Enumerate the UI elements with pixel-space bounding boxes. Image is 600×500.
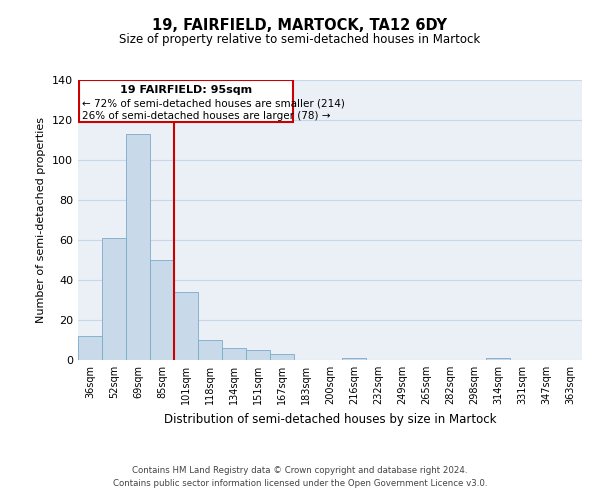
Bar xyxy=(174,292,198,360)
Bar xyxy=(126,134,150,360)
Bar xyxy=(102,238,126,360)
FancyBboxPatch shape xyxy=(79,80,293,122)
Text: ← 72% of semi-detached houses are smaller (214): ← 72% of semi-detached houses are smalle… xyxy=(82,98,344,108)
Text: 19, FAIRFIELD, MARTOCK, TA12 6DY: 19, FAIRFIELD, MARTOCK, TA12 6DY xyxy=(152,18,448,32)
Bar xyxy=(198,340,222,360)
Bar xyxy=(342,358,366,360)
Bar xyxy=(78,336,102,360)
Text: 19 FAIRFIELD: 95sqm: 19 FAIRFIELD: 95sqm xyxy=(120,85,252,95)
Bar xyxy=(270,354,294,360)
Text: 26% of semi-detached houses are larger (78) →: 26% of semi-detached houses are larger (… xyxy=(82,111,330,121)
Text: Size of property relative to semi-detached houses in Martock: Size of property relative to semi-detach… xyxy=(119,32,481,46)
Bar xyxy=(222,348,246,360)
Bar xyxy=(246,350,270,360)
Y-axis label: Number of semi-detached properties: Number of semi-detached properties xyxy=(37,117,46,323)
Text: Contains HM Land Registry data © Crown copyright and database right 2024.
Contai: Contains HM Land Registry data © Crown c… xyxy=(113,466,487,487)
Bar xyxy=(150,260,174,360)
X-axis label: Distribution of semi-detached houses by size in Martock: Distribution of semi-detached houses by … xyxy=(164,412,496,426)
Bar xyxy=(486,358,510,360)
